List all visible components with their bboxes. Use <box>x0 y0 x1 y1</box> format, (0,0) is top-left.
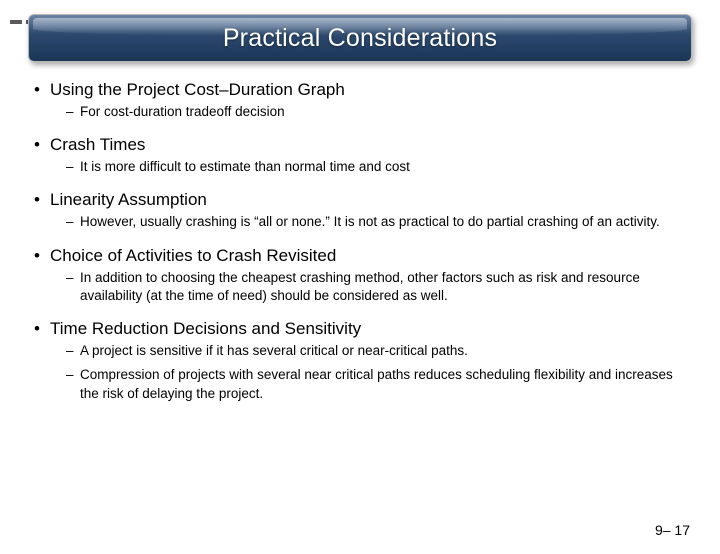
bullet-marker: • <box>34 190 50 210</box>
bullet-item: • Linearity Assumption <box>34 190 686 210</box>
bullet-text: Using the Project Cost–Duration Graph <box>50 80 345 100</box>
slide-number: 9– 17 <box>655 522 690 538</box>
sub-bullet-item: – It is more difficult to estimate than … <box>66 158 686 176</box>
sub-bullet-marker: – <box>66 342 80 360</box>
sub-bullet-text: In addition to choosing the cheapest cra… <box>80 269 686 305</box>
sub-bullet-item: – For cost-duration tradeoff decision <box>66 103 686 121</box>
bullet-text: Linearity Assumption <box>50 190 207 210</box>
sub-bullet-marker: – <box>66 213 80 231</box>
sub-bullet-marker: – <box>66 103 80 121</box>
bullet-item: • Crash Times <box>34 135 686 155</box>
sub-bullet-marker: – <box>66 366 80 384</box>
slide-content: • Using the Project Cost–Duration Graph … <box>0 62 720 403</box>
slide-title: Practical Considerations <box>223 24 497 53</box>
bullet-item: • Using the Project Cost–Duration Graph <box>34 80 686 100</box>
sub-bullet-text: It is more difficult to estimate than no… <box>80 158 410 176</box>
bullet-text: Choice of Activities to Crash Revisited <box>50 246 336 266</box>
sub-bullet-text: However, usually crashing is “all or non… <box>80 213 660 231</box>
sub-bullet-marker: – <box>66 269 80 287</box>
bullet-item: • Choice of Activities to Crash Revisite… <box>34 246 686 266</box>
sub-bullet-marker: – <box>66 158 80 176</box>
bullet-item: • Time Reduction Decisions and Sensitivi… <box>34 319 686 339</box>
sub-bullet-text: A project is sensitive if it has several… <box>80 342 468 360</box>
sub-bullet-item: – However, usually crashing is “all or n… <box>66 213 686 231</box>
sub-bullet-item: – Compression of projects with several n… <box>66 366 686 402</box>
bullet-marker: • <box>34 80 50 100</box>
sub-bullet-text: Compression of projects with several nea… <box>80 366 686 402</box>
bullet-text: Time Reduction Decisions and Sensitivity <box>50 319 361 339</box>
sub-bullet-item: – In addition to choosing the cheapest c… <box>66 269 686 305</box>
title-bar: Practical Considerations <box>28 14 692 62</box>
sub-bullet-text: For cost-duration tradeoff decision <box>80 103 285 121</box>
bullet-marker: • <box>34 135 50 155</box>
bullet-marker: • <box>34 319 50 339</box>
bullet-marker: • <box>34 246 50 266</box>
sub-bullet-item: – A project is sensitive if it has sever… <box>66 342 686 360</box>
bullet-text: Crash Times <box>50 135 145 155</box>
